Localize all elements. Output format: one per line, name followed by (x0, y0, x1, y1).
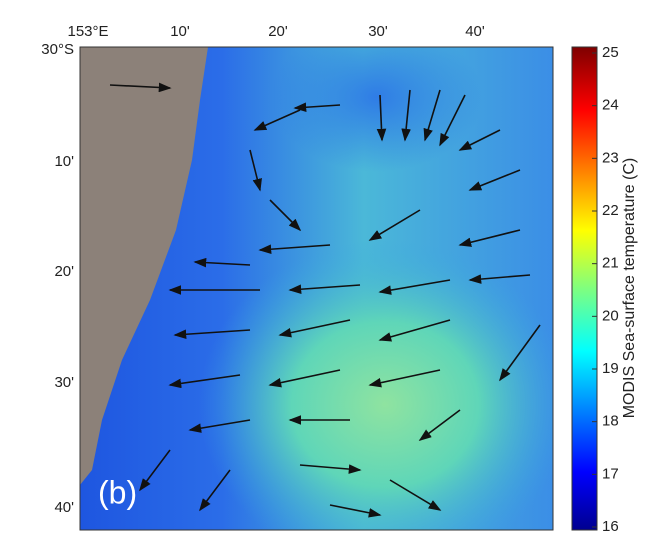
map-frame (79, 46, 554, 531)
current-arrow (378, 279, 451, 295)
current-arrow (423, 89, 441, 142)
current-arrow (401, 89, 411, 142)
colorbar (571, 46, 598, 531)
current-arrow (199, 469, 231, 512)
current-arrow (458, 129, 501, 151)
x-label: 10' (170, 23, 190, 40)
x-label: 153°E (67, 23, 108, 40)
y-label: 40' (54, 499, 74, 516)
colorbar-tick-label: 18 (602, 413, 619, 430)
panel-label: (b) (98, 474, 137, 510)
current-arrow (468, 274, 531, 284)
current-arrow (293, 102, 341, 113)
colorbar-label: MODIS Sea-surface temperature (C) (621, 158, 638, 419)
current-arrow (368, 209, 421, 241)
colorbar-tick-label: 20 (602, 307, 619, 324)
current-arrow (458, 229, 521, 247)
current-arrow (173, 329, 251, 340)
current-arrow (139, 449, 171, 492)
y-label: 30°S (41, 41, 74, 58)
y-label: 30' (54, 374, 74, 391)
y-label: 20' (54, 263, 74, 280)
current-arrow (499, 324, 541, 382)
current-arrow (258, 244, 331, 254)
x-label: 40' (465, 23, 485, 40)
reference-arrow (109, 82, 172, 93)
current-arrow (268, 369, 341, 388)
current-arrow (288, 284, 361, 294)
current-arrow (188, 419, 251, 433)
current-arrow (389, 479, 442, 511)
current-arrow (376, 94, 387, 142)
current-arrow (439, 94, 466, 147)
colorbar-tick-label: 25 (602, 44, 619, 61)
land (80, 47, 208, 485)
current-arrows (109, 82, 541, 518)
current-arrow (253, 109, 301, 131)
current-arrow (368, 369, 441, 388)
colorbar-tick-label: 21 (602, 255, 619, 272)
current-arrow (468, 169, 521, 191)
map: (b) (79, 46, 554, 531)
colorbar-tick-label: 22 (602, 202, 619, 219)
colorbar-tick-label: 17 (602, 465, 619, 482)
current-arrow (329, 504, 382, 518)
x-label: 20' (268, 23, 288, 40)
current-arrow (249, 149, 262, 192)
current-arrow (299, 464, 362, 474)
colorbar-tick-label: 23 (602, 149, 619, 166)
colorbar-tick-label: 19 (602, 360, 619, 377)
colorbar-tick-label: 16 (602, 518, 619, 535)
current-arrow (269, 199, 302, 232)
current-arrow (378, 319, 451, 342)
x-label: 30' (368, 23, 388, 40)
eddy (200, 47, 553, 297)
current-arrow (168, 374, 241, 389)
current-arrow (193, 257, 251, 268)
current-arrow (418, 409, 461, 441)
current-arrow (278, 319, 351, 338)
colorbar-tick-label: 24 (602, 97, 619, 114)
y-label: 10' (54, 153, 74, 170)
